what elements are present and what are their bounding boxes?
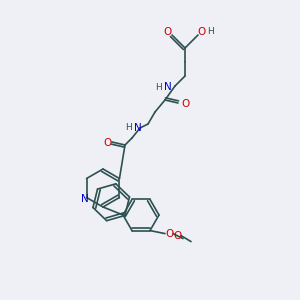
Text: N: N [164,82,172,92]
Text: O: O [103,138,111,148]
Text: H: H [207,28,213,37]
Text: O: O [174,231,182,241]
Text: H: H [154,82,161,91]
Text: O: O [165,229,173,238]
Text: N: N [81,194,88,203]
Text: H: H [124,124,131,133]
Text: O: O [164,27,172,37]
Text: O: O [198,27,206,37]
Text: N: N [134,123,142,133]
Text: O: O [181,99,189,109]
